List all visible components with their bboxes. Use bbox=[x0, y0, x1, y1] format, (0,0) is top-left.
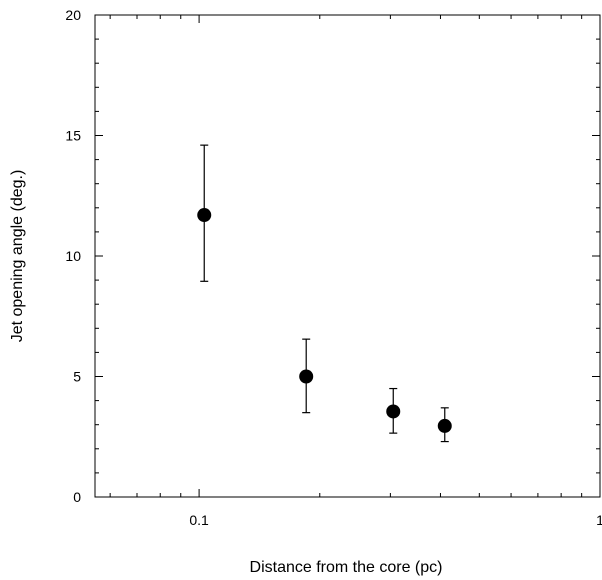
x-axis-label: Distance from the core (pc) bbox=[250, 559, 443, 576]
y-tick-label: 20 bbox=[65, 7, 81, 23]
x-tick-label: 0.1 bbox=[189, 512, 209, 528]
y-tick-label: 5 bbox=[73, 369, 81, 385]
data-marks bbox=[197, 144, 452, 443]
data-point bbox=[197, 208, 212, 223]
y-tick-label: 0 bbox=[73, 489, 81, 505]
data-point bbox=[437, 418, 452, 433]
axis-tick-labels: 0 5 10 15 20 0.1 1 bbox=[65, 7, 602, 528]
data-point bbox=[386, 404, 401, 419]
x-tick-label: 1 bbox=[596, 512, 602, 528]
y-tick-label: 10 bbox=[65, 248, 81, 264]
plot-frame bbox=[94, 14, 601, 498]
y-axis-label: Jet opening angle (deg.) bbox=[9, 170, 26, 343]
y-tick-label: 15 bbox=[65, 128, 81, 144]
axis-ticks bbox=[95, 14, 601, 498]
data-point bbox=[299, 369, 314, 384]
